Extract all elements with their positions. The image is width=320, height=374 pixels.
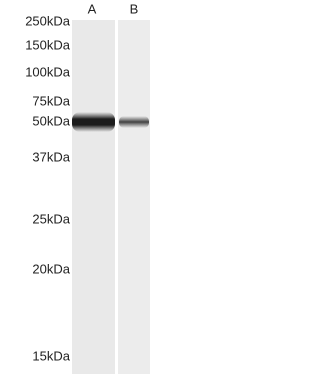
marker-label: 150kDa xyxy=(25,37,71,52)
marker-label: 250kDa xyxy=(25,13,71,28)
marker-label: 37kDa xyxy=(32,149,70,164)
marker-label: 20kDa xyxy=(32,261,70,276)
western-blot: A B 250kDa 150kDa 100kDa 75kDa 50kDa 37kDa 25kDa… xyxy=(25,1,150,374)
lane-b-band xyxy=(119,116,149,128)
lane-a-band xyxy=(72,112,115,132)
lane-label: B xyxy=(130,1,139,16)
page: {"lanes": ["A", "B"], "markers": ["250kD… xyxy=(0,0,150,374)
marker-label: 100kDa xyxy=(25,64,71,79)
marker-label: 25kDa xyxy=(32,211,70,226)
marker-label: 15kDa xyxy=(32,348,70,363)
lane-label: A xyxy=(88,1,97,16)
lane-a-membrane xyxy=(72,20,115,374)
lane-b-membrane xyxy=(118,20,150,374)
labels: A B 250kDa 150kDa 100kDa 75kDa 50kDa 37kDa 25kDa… xyxy=(25,1,138,363)
marker-label: 50kDa xyxy=(32,113,70,128)
marker-label: 75kDa xyxy=(32,93,70,108)
